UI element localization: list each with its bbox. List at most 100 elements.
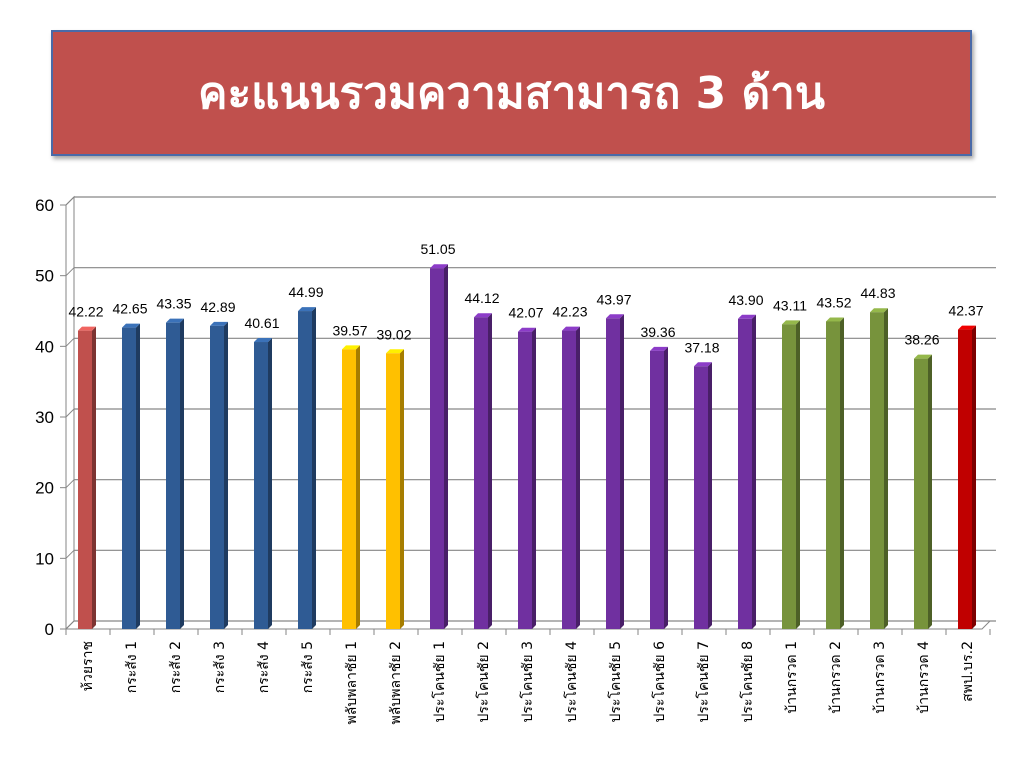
category-label: ประโคนชัย 8 — [739, 641, 756, 722]
bar-front — [166, 322, 180, 629]
category-label: ประโคนชัย 2 — [475, 641, 492, 722]
data-label: 42.07 — [508, 305, 543, 321]
bar-front — [650, 350, 664, 629]
bar-side — [532, 327, 536, 629]
bar-top — [210, 321, 228, 326]
y-tick-label: 50 — [35, 267, 54, 286]
category-label: บ้านกรวด 1 — [784, 641, 800, 714]
y-tick-label: 10 — [35, 549, 54, 568]
data-labels: 42.22 42.65 43.35 42.89 40.61 44.99 39.57 39.02… — [68, 241, 983, 355]
category-label: บ้านกรวด 2 — [828, 641, 844, 714]
data-label: 39.02 — [376, 326, 411, 342]
category-label: ประโคนชัย 5 — [607, 641, 624, 722]
category-label: ประโคนชัย 6 — [651, 641, 668, 723]
data-label: 43.52 — [816, 294, 851, 310]
bar-front — [518, 331, 532, 629]
data-label: 38.26 — [904, 332, 939, 348]
bar-top — [826, 317, 844, 322]
bar-side — [356, 345, 360, 629]
bar-side — [268, 338, 272, 629]
bar-front — [870, 312, 884, 629]
category-label: กระสัง 4 — [256, 641, 272, 693]
category-label: กระสัง 5 — [300, 641, 316, 693]
bar-top — [738, 314, 756, 319]
data-label: 39.36 — [640, 324, 675, 340]
bar-top — [562, 326, 580, 331]
bar — [386, 349, 404, 629]
bar-side — [488, 313, 492, 629]
bar — [738, 314, 756, 629]
bar-top — [122, 323, 140, 328]
bar-side — [444, 264, 448, 629]
bar-top — [78, 326, 96, 331]
bar — [254, 338, 272, 629]
bar — [782, 320, 800, 629]
category-label: สพป.บร.2 — [960, 641, 976, 702]
category-label: ห้วยราช — [80, 641, 96, 691]
bar-top — [870, 308, 888, 313]
data-label: 42.37 — [948, 303, 983, 319]
bar — [474, 313, 492, 629]
bar-front — [78, 330, 92, 629]
data-label: 37.18 — [684, 339, 719, 355]
y-tick-label: 20 — [35, 479, 54, 498]
y-tick-label: 40 — [35, 337, 54, 356]
bar-top — [430, 264, 448, 269]
bar — [122, 323, 140, 629]
bar-side — [972, 325, 976, 629]
bar — [694, 362, 712, 629]
bar-front — [826, 321, 840, 629]
bar-top — [298, 307, 316, 312]
bar — [342, 345, 360, 629]
bar-side — [664, 346, 668, 629]
bar-top — [958, 325, 976, 330]
grid-diagonal — [65, 337, 75, 347]
grid-diagonal — [65, 196, 75, 206]
bar-top — [386, 349, 404, 354]
bars — [78, 264, 976, 629]
bar-front — [782, 324, 796, 629]
data-label: 44.12 — [464, 290, 499, 306]
data-label: 42.22 — [68, 304, 103, 320]
bar-side — [400, 349, 404, 629]
bar-side — [180, 318, 184, 629]
bar — [518, 327, 536, 629]
bar-side — [796, 320, 800, 629]
bar — [958, 325, 976, 629]
bar — [914, 354, 932, 629]
data-label: 44.83 — [860, 285, 895, 301]
category-label: ประโคนชัย 7 — [695, 641, 712, 722]
bar-side — [576, 326, 580, 629]
data-label: 39.57 — [332, 322, 367, 338]
bar-side — [708, 362, 712, 629]
bar-side — [224, 321, 228, 629]
y-axis-ticks: 0 10 20 30 40 50 60 — [35, 196, 991, 639]
category-label: ประโคนชัย 4 — [563, 641, 580, 723]
category-labels: ห้วยราช กระสัง 1 กระสัง 2 กระสัง 3 กระสัง 4 ก… — [80, 641, 976, 725]
bar-top — [914, 354, 932, 359]
bar-front — [606, 318, 620, 629]
grid-diagonal — [65, 408, 75, 418]
bar-front — [342, 349, 356, 629]
bar-front — [474, 317, 488, 629]
title-banner: คะแนนรวมความสามารถ 3 ด้าน — [51, 30, 972, 156]
bar-top — [166, 318, 184, 323]
data-label: 51.05 — [420, 241, 455, 257]
grid-diagonal — [65, 620, 75, 630]
category-label: บ้านกรวด 4 — [916, 641, 932, 714]
data-label: 42.65 — [112, 301, 147, 317]
bar — [430, 264, 448, 629]
data-label: 44.99 — [288, 284, 323, 300]
category-label: พลับพลาชัย 2 — [388, 641, 404, 724]
bar-top — [518, 327, 536, 332]
bar — [166, 318, 184, 629]
bar — [298, 307, 316, 629]
bar-top — [342, 345, 360, 350]
bar-top — [782, 320, 800, 325]
bar-front — [254, 342, 268, 629]
bar-top — [254, 338, 272, 343]
bar-front — [694, 366, 708, 629]
bar — [606, 314, 624, 629]
bar — [78, 326, 96, 629]
